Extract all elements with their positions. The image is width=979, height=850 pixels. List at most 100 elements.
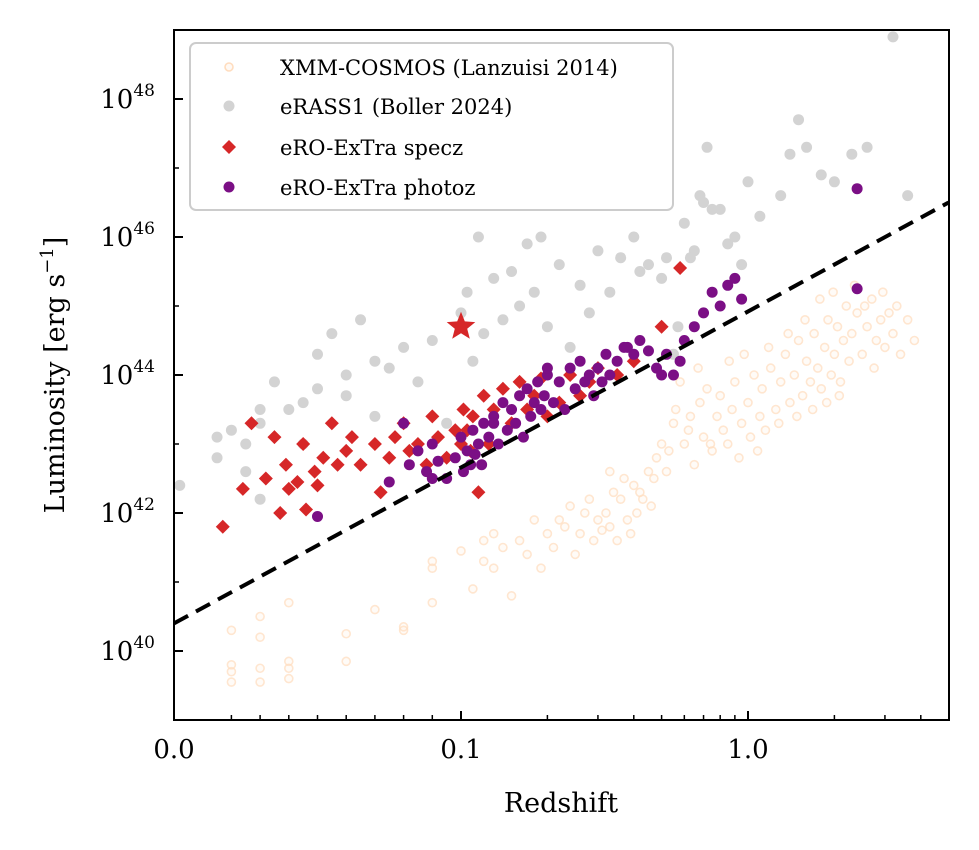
data-point (826, 370, 837, 380)
data-point (290, 474, 305, 489)
data-point (575, 528, 585, 539)
data-point (823, 314, 833, 325)
data-point (510, 417, 522, 429)
data-point (812, 363, 823, 373)
data-point (497, 314, 509, 326)
data-point (797, 390, 808, 401)
y-tick-label: 1040 (100, 633, 155, 667)
x-tick-label: 0.0 (153, 735, 194, 765)
data-point (344, 430, 359, 445)
data-point (654, 319, 669, 334)
series-layer (174, 31, 920, 687)
data-point (564, 362, 576, 374)
data-point (254, 417, 266, 429)
data-point (547, 397, 559, 409)
data-point (476, 459, 488, 471)
data-point (792, 411, 802, 422)
data-point (693, 363, 703, 373)
data-point (488, 528, 499, 539)
data-point (729, 272, 741, 284)
data-point (501, 424, 513, 436)
legend-marker-1 (223, 100, 235, 112)
data-point (861, 141, 873, 153)
data-point (514, 300, 526, 312)
data-point (689, 459, 700, 470)
highlight-layer (446, 311, 476, 339)
data-point (522, 549, 532, 560)
data-point (705, 439, 716, 449)
data-point (226, 677, 237, 687)
data-point (785, 397, 795, 408)
data-point (763, 342, 774, 353)
data-point (471, 485, 486, 500)
data-point (514, 535, 525, 546)
data-point (635, 487, 645, 498)
data-point (632, 508, 642, 518)
data-point (622, 515, 633, 525)
data-point (846, 148, 858, 160)
data-point (339, 443, 354, 458)
x-tick-label: 0.1 (440, 735, 481, 765)
x-tick-label: 1.0 (727, 735, 768, 765)
data-point (312, 383, 323, 395)
data-point (565, 501, 575, 511)
data-point (281, 481, 296, 496)
data-point (592, 245, 604, 257)
data-point (426, 438, 438, 450)
data-point (605, 521, 615, 532)
data-point (608, 487, 619, 498)
data-point (718, 425, 729, 436)
data-point (755, 411, 765, 422)
data-point (564, 341, 576, 353)
legend-label: eRASS1 (Boller 2024) (280, 95, 512, 119)
data-point (857, 349, 868, 360)
data-point (456, 546, 466, 556)
data-point (597, 525, 607, 536)
data-point (878, 287, 888, 298)
data-point (506, 404, 518, 415)
data-point (714, 300, 726, 312)
legend-label: eRO-ExTra photoz (280, 176, 476, 200)
data-point (760, 425, 771, 436)
data-point (749, 370, 759, 380)
data-point (398, 622, 409, 632)
data-point (226, 625, 237, 636)
data-point (694, 190, 706, 202)
series-1 (174, 31, 914, 505)
data-point (225, 424, 237, 436)
data-point (698, 432, 709, 442)
data-point (402, 443, 417, 458)
data-point (701, 141, 713, 153)
data-point (793, 335, 804, 346)
data-point (895, 349, 906, 360)
series-3 (312, 183, 863, 522)
legend-marker (224, 62, 234, 72)
data-point (267, 430, 282, 445)
data-point (673, 261, 688, 276)
data-point (258, 471, 273, 486)
data-point (521, 238, 533, 250)
y-tick-label: 1048 (100, 81, 155, 115)
data-point (634, 335, 646, 346)
legend-marker-2 (222, 140, 236, 154)
legend-marker (223, 181, 235, 193)
data-point (745, 432, 756, 442)
data-point (580, 508, 590, 518)
data-point (706, 203, 718, 215)
data-point (398, 341, 410, 353)
data-point (593, 515, 603, 525)
data-point (634, 266, 646, 277)
data-point (542, 528, 553, 539)
data-point (775, 190, 787, 202)
data-point (226, 666, 237, 677)
data-point (835, 377, 846, 387)
data-point (425, 409, 440, 424)
legend-marker (222, 140, 236, 154)
data-point (553, 259, 565, 271)
data-point (801, 141, 813, 153)
y-tick-label: 1046 (100, 219, 155, 253)
data-point (226, 659, 237, 670)
data-point (773, 418, 784, 429)
data-point (888, 328, 898, 339)
data-point (783, 328, 793, 339)
